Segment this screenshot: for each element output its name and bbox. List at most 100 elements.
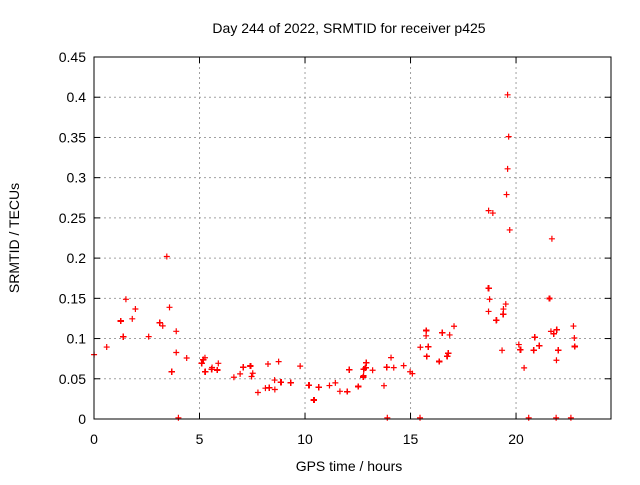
data-point bbox=[166, 304, 173, 311]
data-point bbox=[271, 377, 278, 384]
data-point bbox=[517, 346, 524, 353]
data-point bbox=[200, 356, 207, 363]
outlier-point bbox=[503, 191, 510, 198]
chart-title: Day 244 of 2022, SRMTID for receiver p42… bbox=[212, 20, 485, 36]
data-point bbox=[555, 347, 562, 354]
data-point bbox=[445, 350, 452, 357]
data-point bbox=[129, 315, 136, 322]
data-point bbox=[208, 366, 215, 373]
data-point bbox=[287, 379, 294, 386]
data-point bbox=[486, 296, 493, 303]
x-tick-label: 20 bbox=[508, 431, 524, 447]
data-point bbox=[336, 388, 343, 395]
data-point bbox=[360, 374, 367, 381]
data-point bbox=[247, 362, 254, 369]
data-point bbox=[277, 379, 284, 386]
data-point bbox=[249, 370, 256, 377]
y-tick-label: 0.1 bbox=[67, 331, 87, 347]
outlier-point bbox=[485, 207, 492, 214]
data-point bbox=[536, 342, 543, 349]
data-point bbox=[439, 329, 446, 336]
outlier-point bbox=[506, 226, 513, 233]
data-point bbox=[310, 397, 317, 404]
zero-point bbox=[384, 414, 391, 421]
data-point bbox=[132, 306, 139, 313]
data-point bbox=[400, 362, 407, 369]
data-point bbox=[571, 343, 578, 350]
y-tick-label: 0.45 bbox=[59, 49, 86, 65]
data-point bbox=[271, 386, 278, 393]
data-point bbox=[446, 331, 453, 338]
data-point bbox=[117, 317, 124, 324]
outlier-point bbox=[163, 253, 170, 260]
plot-frame bbox=[93, 56, 612, 420]
data-point bbox=[388, 354, 395, 361]
outlier-point bbox=[505, 133, 512, 140]
data-point bbox=[230, 374, 237, 381]
zero-point bbox=[417, 414, 424, 421]
y-tick-label: 0.2 bbox=[67, 250, 87, 266]
data-point bbox=[425, 343, 432, 350]
zero-point bbox=[553, 414, 560, 421]
data-point bbox=[444, 353, 451, 360]
data-point bbox=[553, 357, 560, 364]
data-point bbox=[423, 353, 430, 360]
data-point bbox=[355, 383, 362, 390]
data-point bbox=[159, 322, 166, 329]
data-point bbox=[515, 341, 522, 348]
data-point bbox=[531, 334, 538, 341]
data-point bbox=[390, 364, 397, 371]
data-point bbox=[214, 366, 221, 373]
data-point bbox=[363, 359, 370, 366]
data-point bbox=[423, 332, 430, 339]
data-point bbox=[248, 373, 255, 380]
zero-point bbox=[525, 414, 532, 421]
x-axis-label: GPS time / hours bbox=[296, 458, 403, 474]
data-point bbox=[344, 388, 351, 395]
x-tick-label: 10 bbox=[297, 431, 313, 447]
zero-point bbox=[175, 414, 182, 421]
data-point bbox=[502, 301, 509, 308]
y-axis-label: SRMTID / TECUs bbox=[6, 183, 22, 293]
data-point bbox=[326, 382, 333, 389]
data-point bbox=[183, 354, 190, 361]
data-point bbox=[499, 347, 506, 354]
y-tick-label: 0 bbox=[78, 411, 86, 427]
data-point bbox=[297, 363, 304, 370]
data-point bbox=[264, 361, 271, 368]
data-point bbox=[546, 295, 553, 302]
data-points bbox=[91, 91, 578, 421]
data-point bbox=[122, 296, 129, 303]
data-point bbox=[423, 327, 430, 334]
data-point bbox=[305, 382, 312, 389]
data-point bbox=[240, 364, 247, 371]
data-point bbox=[530, 347, 537, 354]
data-point bbox=[417, 344, 424, 351]
data-point bbox=[550, 330, 557, 337]
outlier-point bbox=[489, 210, 496, 217]
y-tick-label: 0.05 bbox=[59, 371, 86, 387]
data-point bbox=[570, 323, 577, 330]
zero-point bbox=[567, 414, 574, 421]
data-point bbox=[451, 323, 458, 330]
data-point bbox=[346, 366, 353, 373]
data-point bbox=[500, 306, 507, 313]
data-point bbox=[173, 328, 180, 335]
axes: 0 0.05 0.1 0.15 0.2 0.25 0.3 0.35 0.4 0.45 0 5 10 15 2… bbox=[59, 49, 612, 447]
data-point bbox=[485, 285, 492, 292]
data-point bbox=[436, 358, 443, 365]
data-point bbox=[500, 311, 507, 318]
y-tick-label: 0.3 bbox=[67, 170, 87, 186]
y-tick-label: 0.4 bbox=[67, 89, 87, 105]
y-tick-label: 0.35 bbox=[59, 129, 86, 145]
data-point bbox=[145, 333, 152, 340]
data-point bbox=[409, 370, 416, 377]
data-point bbox=[521, 364, 528, 371]
data-point bbox=[383, 364, 390, 371]
data-point bbox=[168, 368, 175, 375]
data-point bbox=[254, 389, 261, 396]
data-point bbox=[103, 344, 110, 351]
x-tick-label: 5 bbox=[196, 431, 204, 447]
data-point bbox=[485, 308, 492, 315]
